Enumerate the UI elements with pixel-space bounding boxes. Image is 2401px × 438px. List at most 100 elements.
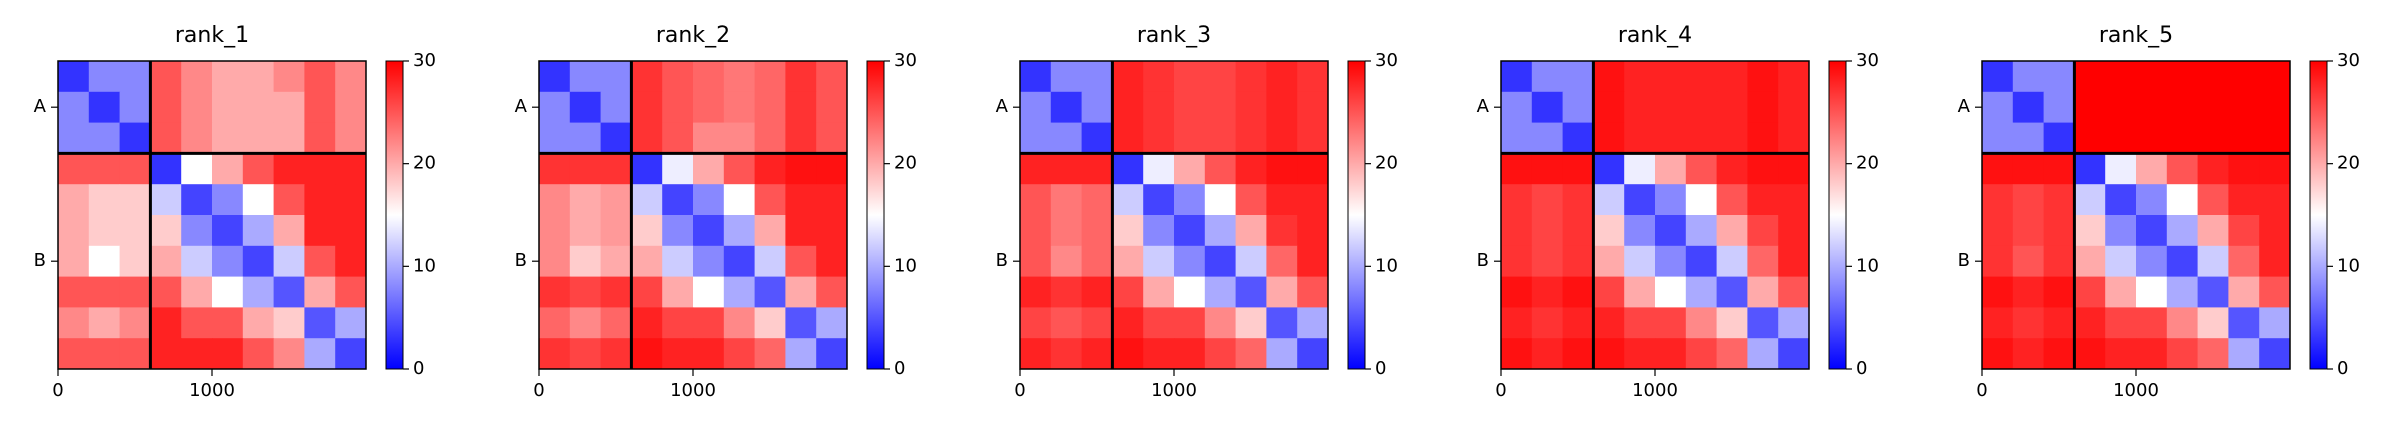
heat-cell	[2074, 61, 2106, 93]
heat-cell	[723, 184, 756, 216]
heat-cell	[1747, 276, 1779, 308]
heat-cell	[1716, 91, 1748, 124]
heat-cell	[1685, 215, 1718, 247]
heat-cell	[1982, 61, 2014, 93]
heat-cell	[1297, 307, 1329, 339]
heat-cell	[2074, 338, 2106, 370]
heat-cell	[335, 245, 367, 278]
heat-cell	[212, 153, 244, 185]
heat-cell	[2136, 122, 2168, 154]
heat-cell	[693, 184, 725, 216]
heat-cell	[58, 338, 90, 370]
colorbar-tick-label: 30	[1375, 50, 1398, 71]
heat-cell	[2074, 91, 2106, 124]
heat-cell	[1266, 276, 1298, 308]
heat-cell	[1747, 215, 1779, 247]
heat-cell	[1501, 153, 1533, 185]
heat-cell	[1143, 307, 1175, 339]
heat-cell	[2166, 153, 2199, 185]
heat-cell	[1143, 338, 1175, 370]
heat-cell	[2259, 122, 2291, 154]
heat-cell	[723, 245, 756, 278]
heat-cell	[1624, 245, 1656, 278]
heat-cell	[2136, 276, 2168, 308]
y-tick-label: B	[1477, 250, 1489, 271]
heat-cell	[1112, 307, 1144, 339]
heat-cell	[631, 184, 663, 216]
heat-cell	[2074, 184, 2106, 216]
heat-cell	[1174, 153, 1206, 185]
heat-cell	[2166, 338, 2199, 370]
heat-cell	[1531, 338, 1564, 370]
heat-cell	[754, 307, 786, 339]
heat-cell	[1593, 61, 1625, 93]
heat-cell	[1112, 122, 1144, 154]
heat-cell	[304, 153, 336, 185]
heat-cell	[1235, 122, 1267, 154]
heat-cell	[1501, 338, 1533, 370]
heat-cell	[1531, 122, 1564, 154]
heat-cell	[1624, 91, 1656, 124]
heat-cell	[1020, 245, 1052, 278]
heat-cell	[1685, 338, 1718, 370]
heat-cell	[273, 307, 305, 339]
heat-cell	[2166, 245, 2199, 278]
heat-cell	[1716, 184, 1748, 216]
heat-cell	[1655, 307, 1687, 339]
heat-cell	[569, 215, 602, 247]
heat-cell	[2228, 61, 2260, 93]
heat-cell	[1174, 91, 1206, 124]
heat-cell	[2105, 184, 2137, 216]
heat-cell	[1778, 245, 1810, 278]
heat-cell	[242, 338, 275, 370]
heat-cell	[273, 338, 305, 370]
heat-cell	[723, 153, 756, 185]
heat-cell	[1501, 122, 1533, 154]
heat-cell	[2259, 338, 2291, 370]
heat-cell	[816, 215, 848, 247]
heat-cell	[119, 215, 151, 247]
heat-cell	[1982, 122, 2014, 154]
heat-cell	[2136, 184, 2168, 216]
colorbar	[1828, 60, 1847, 370]
heat-cell	[335, 338, 367, 370]
heat-cell	[1593, 215, 1625, 247]
heat-cell	[1266, 307, 1298, 339]
x-tick-label: 0	[1014, 380, 1025, 401]
heat-cell	[662, 215, 694, 247]
y-tick-label: B	[1958, 250, 1970, 271]
heat-cell	[1020, 215, 1052, 247]
heat-cell	[1747, 184, 1779, 216]
heat-cell	[569, 61, 602, 93]
heat-cell	[539, 245, 571, 278]
heat-cell	[2166, 61, 2199, 93]
heat-cell	[2105, 307, 2137, 339]
heat-cell	[2074, 307, 2106, 339]
heat-cell	[693, 122, 725, 154]
heat-cell	[1081, 91, 1113, 124]
heat-cell	[1685, 122, 1718, 154]
heat-cell	[58, 184, 90, 216]
heat-cell	[88, 276, 121, 308]
heat-cell	[1235, 91, 1267, 124]
heat-cell	[150, 61, 182, 93]
heat-cell	[631, 215, 663, 247]
heat-cell	[335, 91, 367, 124]
heat-cell	[600, 61, 632, 93]
x-tick-label: 1000	[670, 380, 716, 401]
heat-cell	[539, 307, 571, 339]
heat-cell	[181, 338, 213, 370]
x-tick-label: 0	[1495, 380, 1506, 401]
y-tick-label: B	[34, 250, 46, 271]
heat-cell	[1266, 122, 1298, 154]
heat-cell	[1050, 307, 1083, 339]
heat-cell	[2105, 153, 2137, 185]
heat-cell	[693, 307, 725, 339]
heat-cell	[1174, 215, 1206, 247]
heat-cell	[723, 307, 756, 339]
heat-cell	[1204, 91, 1237, 124]
heat-cell	[662, 276, 694, 308]
heat-cell	[335, 215, 367, 247]
heat-cell	[2012, 184, 2045, 216]
heat-cell	[1593, 276, 1625, 308]
